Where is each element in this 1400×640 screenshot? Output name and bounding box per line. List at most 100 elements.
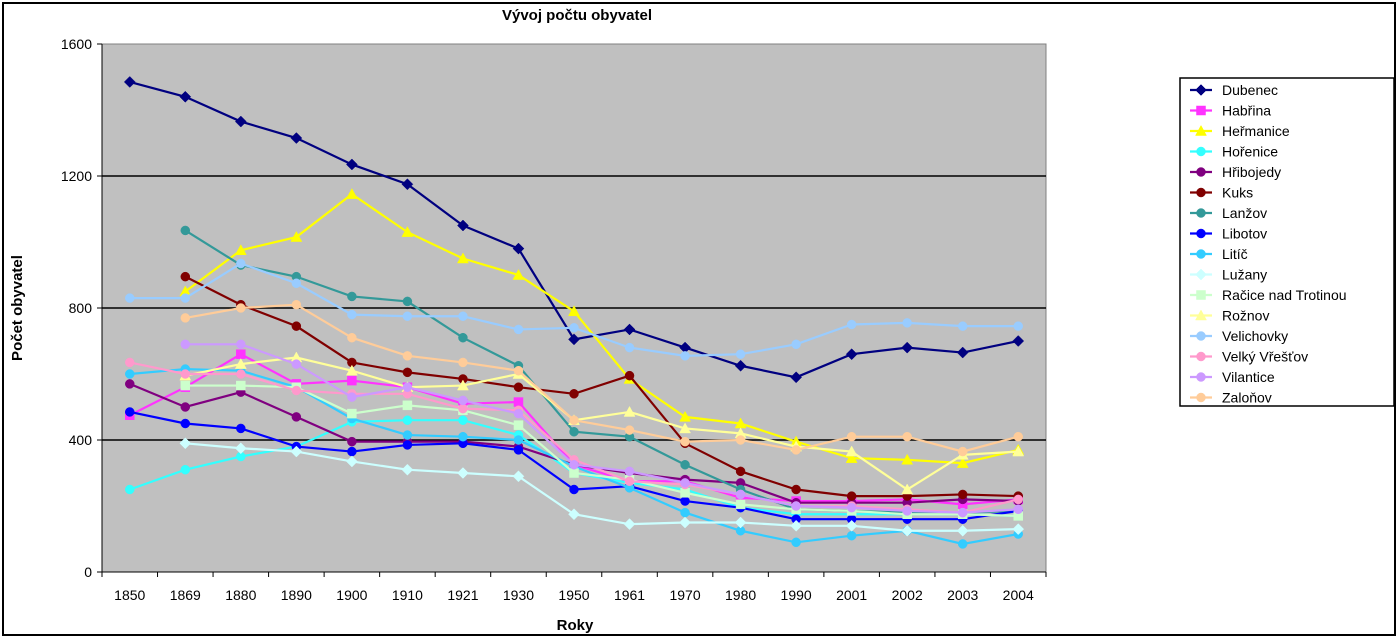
data-point bbox=[236, 303, 246, 313]
legend-label: Velichovky bbox=[1222, 328, 1288, 344]
data-point bbox=[457, 467, 469, 479]
data-point bbox=[790, 371, 802, 384]
data-point bbox=[845, 348, 858, 361]
data-point bbox=[680, 488, 690, 498]
data-point bbox=[458, 357, 468, 368]
legend-marker bbox=[1195, 124, 1207, 136]
x-tick-label: 1970 bbox=[669, 587, 700, 603]
data-point bbox=[513, 397, 524, 407]
x-tick-label: 1890 bbox=[281, 587, 312, 603]
data-point bbox=[680, 507, 690, 518]
legend-marker bbox=[1196, 249, 1206, 259]
data-point bbox=[569, 484, 579, 495]
data-point bbox=[458, 403, 468, 414]
x-tick-label: 1921 bbox=[447, 587, 478, 603]
data-point bbox=[680, 478, 690, 488]
data-point bbox=[902, 318, 912, 328]
data-point bbox=[846, 319, 857, 330]
data-point bbox=[1012, 335, 1025, 347]
series-8 bbox=[125, 407, 1023, 524]
data-point bbox=[1013, 504, 1023, 515]
data-point bbox=[624, 425, 635, 435]
data-point bbox=[956, 457, 969, 468]
y-tick-labels: 0 400 800 1200 1600 bbox=[61, 36, 102, 580]
data-point bbox=[291, 278, 302, 288]
legend-item: Hřibojedy bbox=[1190, 164, 1281, 180]
data-point bbox=[125, 357, 135, 368]
data-point bbox=[513, 445, 524, 455]
legend-label: Velký Vřešťov bbox=[1222, 349, 1308, 365]
chart-title: Vývoj počtu obyvatel bbox=[502, 7, 652, 24]
data-point bbox=[402, 351, 413, 361]
legend-label: Lužany bbox=[1222, 267, 1267, 283]
data-point bbox=[569, 468, 579, 478]
y-tick-label: 1200 bbox=[61, 168, 92, 184]
data-point bbox=[513, 420, 524, 430]
data-point bbox=[347, 392, 357, 402]
legend-label: Rožnov bbox=[1222, 308, 1269, 324]
data-point bbox=[735, 466, 746, 477]
data-point bbox=[291, 299, 302, 310]
data-point bbox=[624, 466, 635, 477]
data-point bbox=[1013, 321, 1023, 331]
legend-item: Lanžov bbox=[1190, 205, 1267, 221]
data-point bbox=[180, 380, 191, 391]
data-point bbox=[234, 442, 247, 455]
legend-item: Habřina bbox=[1190, 103, 1271, 119]
x-tick-label: 1961 bbox=[614, 587, 645, 603]
data-point bbox=[679, 410, 691, 422]
data-point bbox=[957, 489, 968, 500]
data-point bbox=[125, 379, 135, 389]
data-point bbox=[624, 476, 635, 486]
legend-marker bbox=[1196, 351, 1206, 362]
data-point bbox=[236, 258, 246, 269]
data-point bbox=[347, 332, 357, 343]
data-point bbox=[180, 464, 191, 475]
data-point bbox=[458, 311, 468, 321]
data-point bbox=[125, 369, 135, 379]
data-point bbox=[846, 502, 857, 513]
data-point bbox=[845, 519, 858, 532]
data-point bbox=[347, 291, 357, 302]
x-axis-title: Roky bbox=[557, 617, 594, 634]
data-point bbox=[125, 407, 135, 417]
data-point bbox=[957, 321, 968, 331]
data-point bbox=[291, 321, 302, 331]
data-point bbox=[401, 178, 414, 191]
series-line bbox=[185, 356, 1019, 491]
data-point bbox=[180, 339, 191, 350]
x-tick-label: 1930 bbox=[503, 587, 534, 603]
data-point bbox=[457, 252, 469, 264]
data-point bbox=[347, 309, 357, 320]
legend-item: Kuks bbox=[1190, 185, 1253, 201]
data-point bbox=[402, 367, 413, 378]
data-point bbox=[236, 380, 246, 391]
data-point bbox=[679, 422, 691, 434]
data-point bbox=[791, 339, 801, 350]
data-point bbox=[569, 389, 579, 399]
data-point bbox=[1013, 494, 1023, 505]
data-point bbox=[735, 435, 746, 445]
data-point bbox=[513, 324, 524, 335]
data-point bbox=[735, 349, 746, 359]
data-point bbox=[290, 445, 303, 458]
data-point bbox=[180, 293, 191, 303]
data-point bbox=[402, 400, 413, 411]
data-point bbox=[125, 293, 135, 303]
data-point bbox=[234, 115, 247, 128]
data-point bbox=[291, 412, 302, 422]
data-point bbox=[513, 408, 524, 419]
data-point bbox=[513, 382, 524, 392]
data-point bbox=[957, 507, 968, 518]
legend-item: Velichovky bbox=[1190, 328, 1288, 344]
data-point bbox=[345, 188, 358, 199]
data-point bbox=[347, 375, 357, 386]
data-point bbox=[236, 349, 246, 359]
series-lines bbox=[123, 76, 1025, 549]
data-point bbox=[457, 219, 469, 232]
legend-item: Zaloňov bbox=[1190, 390, 1272, 406]
x-tick-label: 1869 bbox=[170, 587, 201, 603]
data-point bbox=[569, 415, 579, 425]
data-point bbox=[180, 313, 191, 323]
